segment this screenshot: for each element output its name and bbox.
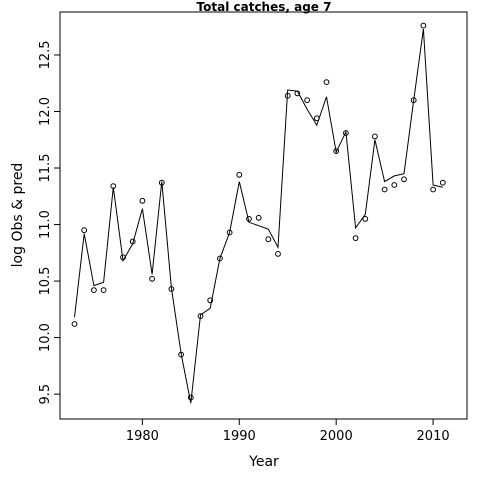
observed-point (323, 79, 330, 85)
observed-point (401, 176, 407, 183)
y-tick-label: 10.5 (38, 267, 53, 296)
observed-point (178, 351, 185, 358)
observed-point (410, 97, 417, 104)
y-tick-label: 10.0 (38, 323, 53, 352)
observed-point (294, 90, 301, 97)
x-tick-label: 2000 (320, 429, 353, 444)
observed-point (158, 179, 165, 186)
observed-point (313, 115, 320, 122)
observed-series-points (71, 22, 446, 401)
observed-point (149, 275, 156, 282)
observed-point (439, 179, 446, 186)
observed-point (362, 216, 369, 222)
observed-point (100, 287, 107, 294)
observed-point (381, 186, 388, 193)
observed-point (120, 254, 126, 261)
observed-point (304, 97, 311, 104)
x-tick-label: 2010 (417, 429, 450, 444)
observed-point (110, 183, 117, 190)
observed-point (197, 313, 204, 320)
chart-title: Total catches, age 7 (197, 0, 332, 14)
plot-frame (59, 11, 468, 420)
observed-point (168, 286, 175, 292)
observed-point (430, 186, 437, 193)
y-axis: 9.5 10.0 10.5 11.0 11.5 12.0 12.5 (38, 40, 60, 404)
observed-point (226, 229, 233, 236)
y-axis-label: log Obs & pred (10, 163, 26, 268)
y-tick-label: 9.5 (38, 384, 53, 405)
observed-point (352, 235, 359, 242)
y-tick-label: 11.5 (38, 154, 53, 183)
observed-point (333, 148, 340, 155)
y-tick-label: 11.0 (38, 210, 53, 239)
observed-point (129, 238, 136, 245)
observed-point (420, 22, 427, 29)
observed-point (255, 214, 262, 221)
observed-point (139, 197, 146, 204)
x-tick-label: 1980 (126, 429, 159, 444)
observed-point (236, 171, 243, 178)
observed-point (343, 130, 349, 136)
x-axis-label: Year (248, 454, 279, 470)
observed-point (81, 227, 88, 234)
predicted-series-line (74, 28, 443, 404)
x-axis: 1980 1990 2000 2010 (126, 419, 450, 444)
observed-point (391, 182, 398, 188)
observed-point (284, 92, 291, 99)
y-tick-label: 12.0 (38, 97, 53, 126)
observed-point (372, 133, 378, 140)
y-tick-label: 12.5 (38, 40, 53, 69)
x-tick-label: 1990 (223, 429, 256, 444)
observed-point (246, 216, 252, 222)
observed-point (207, 297, 214, 304)
observed-point (265, 236, 272, 243)
observed-point (187, 394, 194, 401)
observed-point (91, 287, 97, 294)
observed-point (71, 321, 78, 327)
observed-point (275, 251, 281, 257)
observed-point (217, 255, 223, 262)
